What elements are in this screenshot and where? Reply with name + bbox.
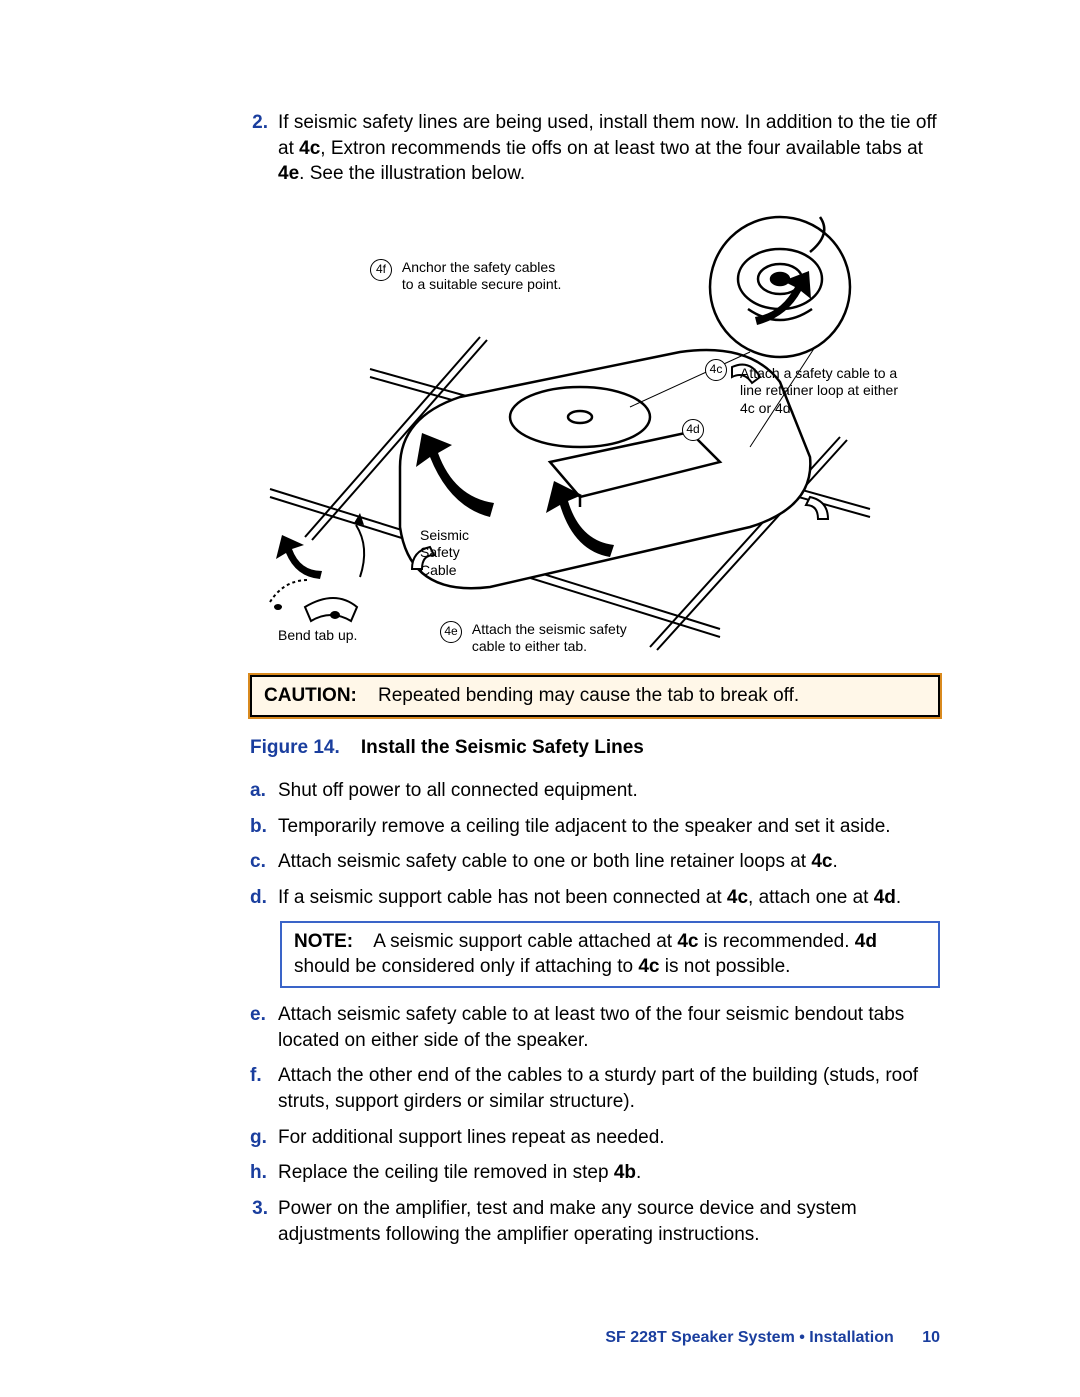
sub-text: .: [896, 887, 901, 908]
step-text: , Extron recommends tie offs on at least…: [320, 138, 923, 159]
ref-4b: 4b: [614, 1162, 636, 1183]
sub-letter: d.: [250, 885, 278, 911]
callout-text-4f: Anchor the safety cables to a suitable s…: [402, 259, 562, 294]
ref-4e: 4e: [278, 163, 299, 184]
sub-h: h. Replace the ceiling tile removed in s…: [250, 1160, 940, 1186]
sub-letter: h.: [250, 1160, 278, 1186]
sub-g: g. For additional support lines repeat a…: [250, 1125, 940, 1151]
callout-4c: 4c: [705, 359, 727, 381]
sub-body: Attach the other end of the cables to a …: [278, 1063, 940, 1114]
ref-4d: 4d: [874, 887, 896, 908]
note-label: NOTE:: [294, 931, 353, 952]
sub-a: a. Shut off power to all connected equip…: [250, 778, 940, 804]
step-number: 2.: [250, 110, 278, 187]
sub-text: .: [636, 1162, 641, 1183]
callout-4d: 4d: [682, 419, 704, 441]
note-box: NOTE: A seismic support cable attached a…: [280, 921, 940, 988]
sub-text: , attach one at: [748, 887, 874, 908]
figure-title: Install the Seismic Safety Lines: [361, 737, 644, 758]
callout-id-4e: 4e: [440, 621, 462, 643]
sub-f: f. Attach the other end of the cables to…: [250, 1063, 940, 1114]
sub-body: If a seismic support cable has not been …: [278, 885, 940, 911]
diagram-svg: [250, 207, 940, 657]
callout-4e: 4e Attach the seismic safety cable to ei…: [440, 621, 627, 656]
sub-c: c. Attach seismic safety cable to one or…: [250, 849, 940, 875]
sub-body: Shut off power to all connected equipmen…: [278, 778, 940, 804]
sub-body: Attach seismic safety cable to at least …: [278, 1002, 940, 1053]
footer-page-number: 10: [922, 1329, 940, 1346]
sub-text: If a seismic support cable has not been …: [278, 887, 727, 908]
sub-body: Temporarily remove a ceiling tile adjace…: [278, 814, 940, 840]
figure-caption: Figure 14. Install the Seismic Safety Li…: [250, 735, 940, 761]
sub-b: b. Temporarily remove a ceiling tile adj…: [250, 814, 940, 840]
callout-id-4d: 4d: [682, 419, 704, 441]
callout-bend-tab: Bend tab up.: [278, 627, 357, 645]
sub-e: e. Attach seismic safety cable to at lea…: [250, 1002, 940, 1053]
ref-4c: 4c: [811, 851, 832, 872]
sub-letter: b.: [250, 814, 278, 840]
document-page: 2. If seismic safety lines are being use…: [0, 0, 1080, 1397]
callout-text-4c: Attach a safety cable to a line retainer…: [740, 365, 910, 418]
sub-letter: g.: [250, 1125, 278, 1151]
sub-text: Replace the ceiling tile removed in step: [278, 1162, 614, 1183]
figure-number: Figure 14.: [250, 737, 340, 758]
sub-letter: a.: [250, 778, 278, 804]
sub-letter: e.: [250, 1002, 278, 1053]
page-footer: SF 228T Speaker System • Installation 10: [605, 1327, 940, 1349]
ref-4c: 4c: [638, 956, 659, 977]
ref-4c: 4c: [299, 138, 320, 159]
footer-title: SF 228T Speaker System • Installation: [605, 1329, 893, 1346]
callout-text-4e: Attach the seismic safety cable to eithe…: [472, 621, 627, 656]
sub-letter: f.: [250, 1063, 278, 1114]
ref-4d: 4d: [855, 931, 877, 952]
caution-text: Repeated bending may cause the tab to br…: [378, 685, 799, 706]
note-text: is not possible.: [659, 956, 790, 977]
note-text: should be considered only if attaching t…: [294, 956, 638, 977]
sub-body: For additional support lines repeat as n…: [278, 1125, 940, 1151]
sub-text: .: [833, 851, 838, 872]
sub-body: Attach seismic safety cable to one or bo…: [278, 849, 940, 875]
callout-seismic-cable: Seismic Safety Cable: [420, 527, 469, 580]
sub-body: Replace the ceiling tile removed in step…: [278, 1160, 940, 1186]
sub-text: Attach seismic safety cable to one or bo…: [278, 851, 811, 872]
note-text: is recommended.: [699, 931, 855, 952]
step-3: 3. Power on the amplifier, test and make…: [250, 1196, 940, 1247]
ref-4c: 4c: [727, 887, 748, 908]
step-body: If seismic safety lines are being used, …: [278, 110, 940, 187]
caution-label: CAUTION:: [264, 685, 357, 706]
step-number: 3.: [250, 1196, 278, 1247]
step-2: 2. If seismic safety lines are being use…: [250, 110, 940, 187]
note-text: A seismic support cable attached at: [373, 931, 677, 952]
sub-letter: c.: [250, 849, 278, 875]
callout-id-4c: 4c: [705, 359, 727, 381]
ref-4c: 4c: [677, 931, 698, 952]
sub-d: d. If a seismic support cable has not be…: [250, 885, 940, 911]
sublist: a. Shut off power to all connected equip…: [250, 778, 940, 1186]
figure-14-diagram: 4f Anchor the safety cables to a suitabl…: [250, 207, 940, 657]
callout-id-4f: 4f: [370, 259, 392, 281]
caution-box: CAUTION: Repeated bending may cause the …: [250, 675, 940, 717]
step-body: Power on the amplifier, test and make an…: [278, 1196, 940, 1247]
callout-4f: 4f Anchor the safety cables to a suitabl…: [370, 259, 561, 294]
step-text: . See the illustration below.: [299, 163, 525, 184]
